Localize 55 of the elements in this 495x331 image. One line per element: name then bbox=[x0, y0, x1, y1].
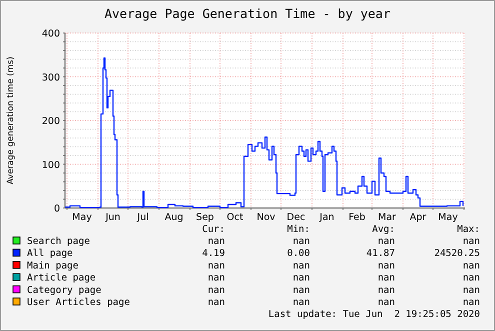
text: Avg: bbox=[372, 224, 395, 235]
y-tick-label: 200 bbox=[42, 116, 60, 127]
text: nan bbox=[378, 260, 395, 272]
text: nan bbox=[378, 272, 395, 284]
text: nan bbox=[208, 260, 225, 272]
text: nan bbox=[378, 236, 395, 247]
text: nan bbox=[292, 297, 310, 308]
y-tick-label: 0 bbox=[54, 204, 60, 214]
x-tick-label: Sep bbox=[196, 212, 214, 223]
x-tick-label: Jan bbox=[318, 212, 334, 223]
text: nan bbox=[292, 236, 310, 247]
x-tick-label: Jul bbox=[136, 212, 149, 223]
legend-label: Article page bbox=[27, 272, 96, 284]
text: Cur: bbox=[202, 224, 225, 235]
y-axis-title: Average generation time (ms) bbox=[6, 56, 16, 184]
x-tick-label: Feb bbox=[348, 212, 366, 223]
legend-label: All page bbox=[27, 248, 74, 260]
legend-label: User Articles page bbox=[27, 297, 130, 308]
text: Max: bbox=[457, 224, 480, 235]
chart-title: Average Page Generation Time - by year bbox=[104, 6, 391, 21]
x-tick-label: Apr bbox=[410, 212, 426, 223]
text: nan bbox=[462, 284, 480, 296]
legend-label: Category page bbox=[27, 284, 102, 296]
x-tick-label: Jun bbox=[104, 212, 120, 223]
x-tick-label: Mar bbox=[378, 212, 396, 223]
text: nan bbox=[292, 284, 310, 296]
text: nan bbox=[462, 236, 480, 247]
x-tick-label: Aug bbox=[164, 212, 184, 223]
text: nan bbox=[208, 236, 225, 247]
text: nan bbox=[462, 272, 480, 284]
text: 24520.25 bbox=[434, 248, 480, 260]
x-tick-label: Dec bbox=[286, 212, 306, 223]
text: nan bbox=[462, 297, 480, 308]
x-tick-label: Oct bbox=[226, 212, 244, 223]
text: Last update: Tue Jun 2 19:25:05 2020 bbox=[268, 309, 480, 320]
text: Min: bbox=[287, 224, 310, 235]
y-tick-label: 300 bbox=[42, 72, 60, 84]
legend-label: Search page bbox=[27, 236, 90, 247]
legend-label: Main page bbox=[27, 260, 79, 272]
x-tick-label: Nov bbox=[256, 212, 276, 223]
text: nan bbox=[378, 284, 395, 296]
y-tick-label: 400 bbox=[42, 28, 60, 40]
x-tick-label: May bbox=[72, 212, 92, 223]
x-tick-label: May bbox=[438, 212, 458, 223]
y-tick-label: 100 bbox=[42, 160, 60, 171]
text: 0.00 bbox=[287, 248, 310, 260]
text: 4.19 bbox=[202, 248, 226, 260]
text: nan bbox=[208, 284, 225, 296]
text: 41.87 bbox=[366, 248, 395, 260]
text: nan bbox=[208, 272, 225, 284]
text: nan bbox=[208, 297, 225, 308]
text: nan bbox=[462, 260, 480, 272]
text: nan bbox=[292, 260, 310, 272]
text: nan bbox=[292, 272, 310, 284]
text: nan bbox=[378, 297, 395, 308]
